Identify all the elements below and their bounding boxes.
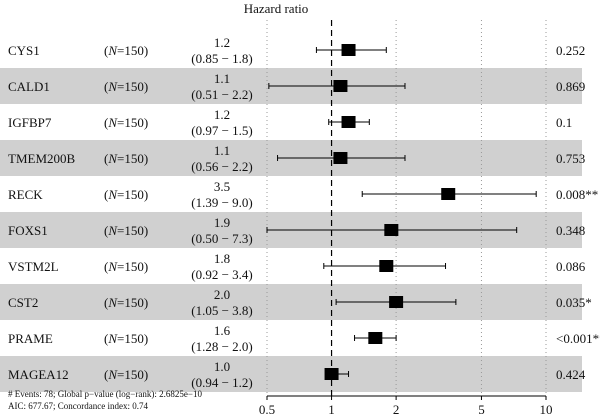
confidence-interval: (1.28 − 2.0) <box>191 339 253 354</box>
row-igfbp7: IGFBP7 (N=150) 1.2(0.97 − 1.5) 0.1 <box>8 107 572 138</box>
hazard-ratio-value: 1.6 <box>214 323 231 338</box>
p-value: 0.348 <box>556 223 585 238</box>
hazard-ratio-value: 2.0 <box>214 287 230 302</box>
hr-box <box>333 80 348 92</box>
row-magea12: MAGEA12 (N=150) 1.0(0.94 − 1.2) 0.424 <box>8 359 586 390</box>
row-prame: PRAME (N=150) 1.6(1.28 − 2.0) <0.001*** <box>8 323 600 354</box>
gene-label: RECK <box>8 187 43 202</box>
gene-label: PRAME <box>8 331 53 346</box>
sample-size: (N=150) <box>104 187 148 202</box>
footer-aic: AIC: 677.67; Concordance index: 0.74 <box>8 401 148 411</box>
footer-events: # Events: 78; Global p−value (log−rank):… <box>8 389 202 399</box>
gene-label: IGFBP7 <box>8 115 52 130</box>
p-value: 0.008** <box>556 187 598 202</box>
hr-box <box>379 260 394 272</box>
gene-label: MAGEA12 <box>8 367 69 382</box>
p-value: <0.001*** <box>556 331 600 346</box>
p-value: 0.252 <box>556 43 585 58</box>
row-foxs1: FOXS1 (N=150) 1.9(0.50 − 7.3) 0.348 <box>8 215 585 246</box>
gene-label: CST2 <box>8 295 38 310</box>
hr-box <box>368 332 383 344</box>
gene-label: VSTM2L <box>8 259 59 274</box>
x-tick-label: 10 <box>540 402 553 417</box>
sample-size: (N=150) <box>104 223 148 238</box>
p-value: 0.086 <box>556 259 586 274</box>
sample-size: (N=150) <box>104 151 148 166</box>
confidence-interval: (0.92 − 3.4) <box>191 267 253 282</box>
gene-label: CALD1 <box>8 79 50 94</box>
hazard-ratio-value: 1.1 <box>214 143 230 158</box>
x-axis: 0.5 1 2 5 10 <box>259 395 553 417</box>
p-value: 0.1 <box>556 115 572 130</box>
row-tmem200b: TMEM200B (N=150) 1.1(0.56 − 2.2) 0.753 <box>8 143 585 174</box>
sample-size: (N=150) <box>104 115 148 130</box>
hr-box <box>384 224 399 236</box>
gene-label: TMEM200B <box>8 151 76 166</box>
hr-box <box>341 116 356 128</box>
hr-box <box>389 296 404 308</box>
confidence-interval: (1.39 − 9.0) <box>191 195 253 210</box>
hazard-ratio-value: 1.0 <box>214 359 230 374</box>
confidence-interval: (0.56 − 2.2) <box>191 159 253 174</box>
confidence-interval: (0.85 − 1.8) <box>191 51 253 66</box>
p-value: 0.753 <box>556 151 585 166</box>
gene-label: CYS1 <box>8 43 40 58</box>
gridlines <box>266 20 547 396</box>
hazard-ratio-value: 1.9 <box>214 215 230 230</box>
hazard-ratio-value: 1.1 <box>214 71 230 86</box>
sample-size: (N=150) <box>104 43 148 58</box>
row-band-magea12 <box>0 356 582 392</box>
x-tick-label: 0.5 <box>259 402 275 417</box>
x-tick-label: 5 <box>478 402 485 417</box>
x-tick-label: 2 <box>393 402 400 417</box>
row-cys1: CYS1 (N=150) 1.2(0.85 − 1.8) 0.252 <box>8 35 585 66</box>
gene-label: FOXS1 <box>8 223 48 238</box>
hazard-ratio-value: 1.2 <box>214 107 230 122</box>
p-value: 0.035* <box>556 295 592 310</box>
confidence-interval: (0.94 − 1.2) <box>191 375 253 390</box>
sample-size: (N=150) <box>104 331 148 346</box>
row-cald1: CALD1 (N=150) 1.1(0.51 − 2.2) 0.869 <box>8 71 585 102</box>
hr-box <box>324 368 339 380</box>
hr-box <box>333 152 348 164</box>
sample-size: (N=150) <box>104 367 148 382</box>
hr-box <box>441 188 456 200</box>
row-band-cst2 <box>0 284 582 320</box>
confidence-interval: (0.97 − 1.5) <box>191 123 253 138</box>
confidence-interval: (0.51 − 2.2) <box>191 87 253 102</box>
row-cst2: CST2 (N=150) 2.0(1.05 − 3.8) 0.035* <box>8 287 592 318</box>
chart-title: Hazard ratio <box>244 1 309 16</box>
sample-size: (N=150) <box>104 79 148 94</box>
confidence-interval: (1.05 − 3.8) <box>191 303 253 318</box>
sample-size: (N=150) <box>104 295 148 310</box>
x-tick-label: 1 <box>328 402 335 417</box>
row-vstm2l: VSTM2L (N=150) 1.8(0.92 − 3.4) 0.086 <box>8 251 586 282</box>
p-value: 0.424 <box>556 367 586 382</box>
hazard-ratio-value: 3.5 <box>214 179 230 194</box>
hazard-ratio-value: 1.8 <box>214 251 230 266</box>
hazard-ratio-value: 1.2 <box>214 35 230 50</box>
p-value: 0.869 <box>556 79 585 94</box>
sample-size: (N=150) <box>104 259 148 274</box>
row-reck: RECK (N=150) 3.5(1.39 − 9.0) 0.008** <box>8 179 598 210</box>
confidence-interval: (0.50 − 7.3) <box>191 231 253 246</box>
hr-box <box>341 44 356 56</box>
